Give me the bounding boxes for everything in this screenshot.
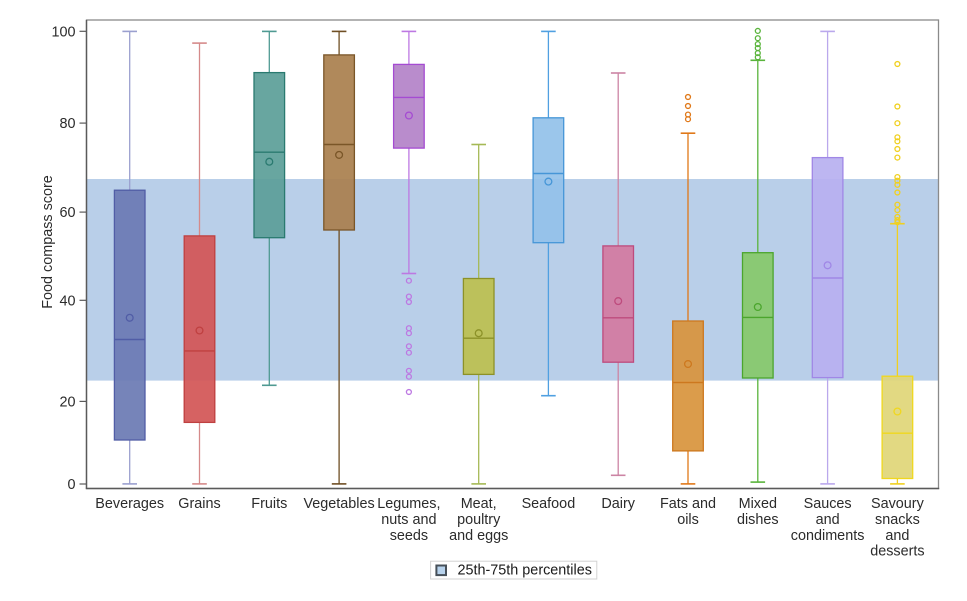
svg-text:Fruits: Fruits — [251, 496, 287, 512]
svg-text:Fats and: Fats and — [660, 496, 716, 512]
svg-text:and eggs: and eggs — [449, 528, 508, 544]
svg-text:Seafood: Seafood — [522, 496, 576, 512]
svg-text:condiments: condiments — [791, 528, 865, 544]
svg-text:Vegetables: Vegetables — [303, 496, 374, 512]
svg-text:Food compass score: Food compass score — [40, 175, 56, 309]
svg-text:dishes: dishes — [737, 512, 779, 528]
svg-text:Grains: Grains — [178, 496, 220, 512]
svg-text:snacks: snacks — [875, 512, 920, 528]
svg-text:40: 40 — [59, 293, 75, 309]
svg-text:20: 20 — [59, 394, 75, 410]
svg-text:seeds: seeds — [390, 528, 428, 544]
svg-text:nuts and: nuts and — [381, 512, 436, 528]
svg-text:Meat,: Meat, — [461, 496, 497, 512]
svg-text:desserts: desserts — [870, 544, 924, 560]
svg-text:poultry: poultry — [457, 512, 501, 528]
svg-text:Mixed: Mixed — [739, 496, 777, 512]
svg-text:100: 100 — [51, 24, 75, 40]
svg-text:oils: oils — [677, 512, 699, 528]
svg-text:0: 0 — [67, 477, 75, 493]
svg-text:and: and — [885, 528, 909, 544]
svg-text:60: 60 — [59, 205, 75, 221]
svg-text:25th-75th percentiles: 25th-75th percentiles — [458, 562, 592, 578]
svg-text:Sauces: Sauces — [804, 496, 852, 512]
svg-text:Dairy: Dairy — [601, 496, 635, 512]
svg-text:Savoury: Savoury — [871, 496, 925, 512]
svg-text:Beverages: Beverages — [95, 496, 164, 512]
svg-text:and: and — [816, 512, 840, 528]
svg-text:80: 80 — [59, 116, 75, 132]
svg-text:Legumes,: Legumes, — [377, 496, 440, 512]
